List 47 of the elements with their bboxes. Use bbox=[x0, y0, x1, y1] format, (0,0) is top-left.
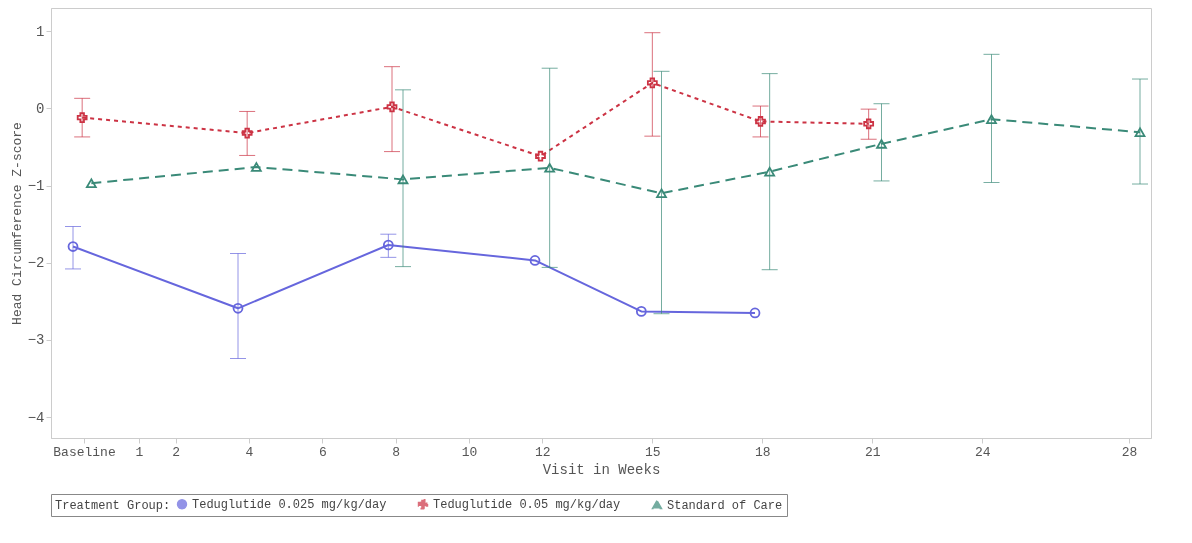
point bbox=[397, 174, 409, 185]
y-tick-label: −3 bbox=[27, 332, 45, 349]
x-tick-label: 8 bbox=[392, 444, 401, 460]
x-tick-label: 24 bbox=[975, 444, 991, 460]
point bbox=[382, 239, 394, 251]
x-tick-label: Baseline bbox=[53, 444, 116, 460]
legend-label: Teduglutide 0.025 mg/kg/day bbox=[192, 498, 387, 513]
y-tick-label: −4 bbox=[27, 409, 45, 426]
x-tick-label: 12 bbox=[535, 444, 551, 460]
point bbox=[1134, 127, 1146, 138]
x-tick-label: 18 bbox=[755, 444, 771, 460]
y-axis-title: Head Circumference Z-score bbox=[9, 122, 25, 325]
point bbox=[986, 114, 997, 124]
point bbox=[85, 178, 97, 189]
point bbox=[76, 112, 88, 123]
point bbox=[67, 241, 79, 252]
point bbox=[876, 139, 887, 149]
point bbox=[755, 116, 766, 127]
point bbox=[646, 77, 658, 89]
point bbox=[529, 255, 541, 266]
point bbox=[535, 150, 546, 162]
y-tick-label: 0 bbox=[36, 100, 45, 117]
point bbox=[232, 302, 244, 314]
x-axis-title: Visit in Weeks bbox=[542, 461, 661, 478]
point bbox=[863, 118, 875, 130]
point bbox=[656, 188, 667, 199]
point bbox=[764, 166, 776, 177]
point bbox=[635, 306, 647, 317]
x-tick-label: 4 bbox=[245, 444, 254, 460]
point bbox=[749, 307, 761, 319]
y-tick-label: −2 bbox=[27, 255, 45, 272]
y-tick-label: −1 bbox=[27, 178, 45, 195]
x-tick-label: 15 bbox=[645, 444, 661, 460]
x-tick-label: 28 bbox=[1121, 444, 1138, 460]
point bbox=[241, 127, 253, 139]
x-tick-label: 6 bbox=[318, 444, 327, 460]
point bbox=[386, 101, 398, 113]
point bbox=[544, 163, 556, 173]
point bbox=[250, 162, 262, 172]
x-tick-label: 21 bbox=[865, 444, 881, 460]
y-tick-label: 1 bbox=[36, 23, 45, 40]
x-tick-label: 10 bbox=[461, 444, 478, 460]
legend-title: Treatment Group: bbox=[55, 499, 171, 513]
x-tick-label: 2 bbox=[172, 444, 181, 460]
legend-label: Teduglutide 0.05 mg/kg/day bbox=[433, 498, 621, 513]
x-tick-label: 1 bbox=[135, 444, 144, 460]
legend-label: Standard of Care bbox=[667, 498, 783, 513]
